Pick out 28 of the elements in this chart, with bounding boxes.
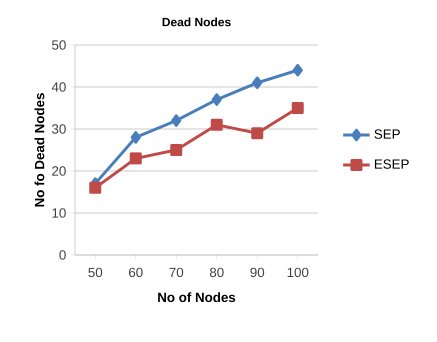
y-tick-label: 50 [52,40,66,50]
x-tick-label: 50 [88,268,102,278]
point [212,93,222,106]
x-tick-label: 60 [129,268,143,278]
point [89,182,102,194]
y-tick-label: 20 [52,166,66,176]
legend-label: SEP [374,129,400,139]
point [170,144,182,156]
y-tick-label: 30 [52,124,66,134]
point [171,114,182,127]
point [130,131,141,144]
x-tick-label: 70 [170,268,184,278]
point [130,152,142,164]
point [252,76,262,90]
point [210,118,223,131]
y-tick-label: 40 [52,82,66,92]
x-tick-label: 100 [288,268,308,278]
point [292,64,303,76]
legend-label: ESEP [374,159,409,169]
x-axis-title: No of Nodes [158,292,236,302]
y-tick-label: 10 [52,208,66,218]
point [251,127,264,140]
y-axis-title: No fo Dead Nodes [34,93,44,207]
x-tick-label: 90 [250,268,264,278]
x-tick-label: 80 [210,268,224,278]
y-tick-label: 0 [59,250,66,260]
chart-title: Dead Nodes [162,17,231,26]
point [292,102,304,114]
